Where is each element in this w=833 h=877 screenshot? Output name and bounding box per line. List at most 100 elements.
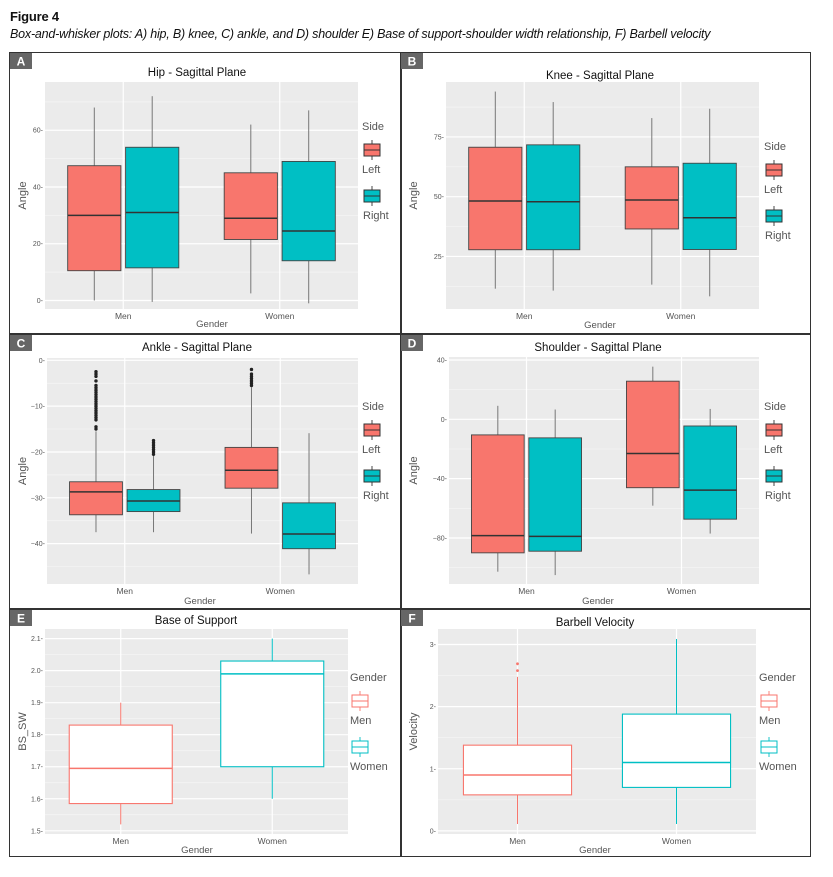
row-divider-2 (9, 608, 811, 610)
x-axis-label: Gender (196, 319, 228, 330)
x-tick-label: Women (662, 836, 691, 846)
legend: Side Left Right (764, 141, 791, 242)
y-tick-label: 40- (33, 184, 44, 191)
y-tick-label: 2.1- (31, 636, 44, 643)
outlier-point (94, 374, 98, 379)
y-tick-label: 0- (441, 417, 448, 424)
y-axis-label: Angle (408, 181, 420, 209)
box-right-men (125, 96, 180, 302)
box-iqr (626, 380, 680, 489)
box-left-women (626, 366, 680, 506)
x-tick-label: Men (518, 586, 535, 596)
chart-title: Ankle - Sagittal Plane (142, 342, 252, 354)
chart-title: Knee - Sagittal Plane (546, 70, 654, 82)
panel-label: C (17, 337, 26, 351)
x-axis-label: Gender (584, 320, 616, 331)
x-tick-label: Women (666, 311, 695, 321)
legend-entry-men: Men (759, 715, 780, 727)
box-women-women (220, 638, 325, 799)
box-iqr (624, 166, 679, 230)
panel-label: A (17, 55, 26, 69)
y-tick-label: 2- (430, 704, 437, 711)
x-tick-label: Men (509, 836, 526, 846)
y-tick-label: 0- (39, 358, 46, 365)
column-divider (400, 52, 402, 857)
y-axis-label: BS_SW (17, 712, 29, 751)
x-tick-label: Men (516, 311, 533, 321)
x-tick-label: Women (258, 836, 287, 846)
y-tick-label: 75- (434, 134, 445, 141)
legend-entry-women: Women (350, 761, 388, 773)
row-divider-1 (9, 333, 811, 335)
y-tick-label: 1.7- (31, 764, 44, 771)
chart-title: Base of Support (155, 615, 238, 627)
y-tick-label: 25- (434, 254, 445, 261)
box-men-men (462, 662, 573, 825)
box-left-men (69, 370, 123, 533)
legend: Side Left Right (362, 121, 389, 222)
legend-entry-left: Left (362, 444, 380, 456)
outlier-point (94, 427, 98, 431)
y-tick-label: −40- (433, 476, 448, 483)
box-iqr (68, 724, 173, 805)
x-tick-label: Women (265, 311, 294, 321)
y-tick-label: −80- (433, 536, 448, 543)
plot-background (47, 358, 358, 584)
box-right-men (126, 438, 181, 533)
box-iqr (223, 172, 278, 240)
legend-entry-right: Right (765, 230, 791, 242)
box-right-women (282, 433, 336, 575)
y-tick-label: 1.6- (31, 796, 44, 803)
panel-label-box (10, 335, 32, 351)
panel-e: E Base of Support 1.5- 1.6- 1.7- 1.8- 1.9- 2.0-… (10, 610, 388, 856)
panel-f: F Barbell Velocity 0- 1- 2- 3- Men Women Gender V… (401, 610, 797, 856)
panel-b: B Knee - Sagittal Plane 25- 50- 75- Men Women G… (401, 53, 791, 331)
y-tick-label: 1- (430, 766, 437, 773)
panel-label: B (408, 55, 417, 69)
box-iqr (528, 437, 582, 552)
legend: Side Left Right (362, 401, 389, 502)
box-right-women (682, 108, 737, 297)
legend-entry-women: Women (759, 761, 797, 773)
x-tick-label: Women (667, 586, 696, 596)
box-left-women (223, 124, 278, 294)
legend-entry-right: Right (765, 490, 791, 502)
box-iqr (67, 165, 122, 272)
panel-label-box (10, 53, 32, 69)
legend-title: Side (362, 121, 384, 133)
y-tick-label: 2.0- (31, 668, 44, 675)
box-women-women (621, 638, 732, 825)
outlier-point (516, 669, 519, 673)
y-tick-label: 1.9- (31, 700, 44, 707)
box-iqr (224, 446, 279, 489)
outlier-point (94, 379, 98, 383)
legend-entry-left: Left (764, 444, 782, 456)
legend-entry-right: Right (363, 210, 389, 222)
y-tick-label: −20- (31, 449, 46, 456)
box-iqr (282, 502, 336, 550)
box-left-men (468, 91, 523, 289)
x-tick-label: Men (116, 586, 133, 596)
legend-entry-left: Left (362, 164, 380, 176)
outlier-point (516, 662, 519, 666)
y-tick-label: 40- (437, 357, 448, 364)
legend: Gender Men Women (759, 672, 797, 773)
y-tick-label: 1.8- (31, 732, 44, 739)
box-right-men (526, 102, 581, 291)
y-tick-label: 3- (430, 642, 437, 649)
box-left-women (224, 367, 279, 534)
panel-label-box (10, 610, 32, 626)
figure-frame (9, 52, 811, 857)
x-tick-label: Men (112, 836, 129, 846)
x-axis-label: Gender (582, 596, 614, 607)
panel-label: D (408, 337, 417, 351)
legend-entry-left: Left (764, 184, 782, 196)
y-tick-label: 50- (434, 194, 445, 201)
legend-title: Side (764, 141, 786, 153)
y-tick-label: 20- (33, 241, 44, 248)
box-left-men (67, 107, 122, 301)
box-iqr (621, 713, 732, 788)
box-iqr (526, 144, 581, 251)
panel-label: F (408, 612, 415, 626)
